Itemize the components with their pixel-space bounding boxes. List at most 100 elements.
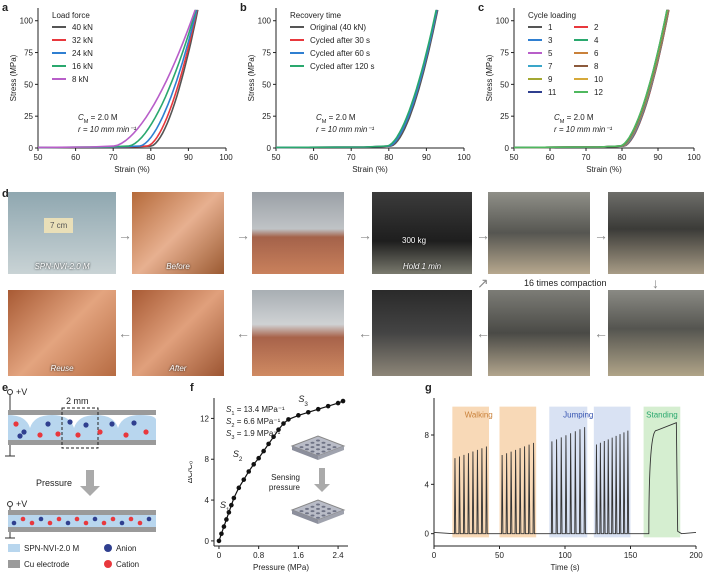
x-tick-label: 90	[422, 153, 431, 162]
legend-label: 4	[594, 36, 599, 45]
activity-band	[549, 406, 588, 538]
sequence-arrow: ↗	[477, 275, 489, 291]
plate-dot	[316, 439, 320, 442]
sensitivity-point	[296, 413, 301, 418]
plate-side	[292, 446, 318, 460]
y-tick-label: 0	[29, 144, 34, 153]
legend-label: 24 kN	[72, 49, 93, 58]
sensitivity-point	[224, 517, 229, 522]
legend-material-label: SPN-NVI-2.0 M	[24, 544, 79, 553]
series-line-Original-(40-kN)	[275, 9, 439, 149]
sensitivity-point	[221, 524, 227, 529]
x-tick-label: 70	[347, 153, 356, 162]
anion-dot	[83, 422, 89, 428]
x-tick-label: 50	[510, 153, 519, 162]
activity-label: Jumping	[563, 411, 593, 420]
legend-label: 10	[594, 75, 603, 84]
x-axis-label: Pressure (MPa)	[253, 563, 309, 572]
gap-marker	[61, 407, 99, 449]
compaction-photo: Reuse	[8, 290, 116, 376]
legend-electrode-swatch	[8, 560, 20, 568]
series-line-40-kN	[37, 9, 199, 149]
y-tick-label: 0	[505, 144, 510, 153]
legend-label: Cycled after 120 s	[310, 62, 374, 71]
legend-anion-dot	[104, 544, 112, 552]
sensitivity-point	[229, 502, 234, 508]
x-tick-label: 50	[495, 551, 504, 560]
x-tick-label: 60	[71, 153, 80, 162]
series-line-Cycled-after-60-s	[275, 9, 438, 149]
plate-dot	[310, 510, 315, 513]
x-axis-label: Time (s)	[550, 563, 579, 572]
anion-dot	[119, 520, 125, 526]
plate-dot	[316, 448, 320, 451]
y-axis-label: ΔC/C₀	[188, 461, 194, 483]
inset-caption-1: Sensing	[271, 473, 300, 482]
panel-d-letter: d	[2, 188, 9, 200]
y-tick-label: 25	[24, 112, 33, 121]
inset-plate-after	[290, 499, 346, 524]
y-axis-label: Stress (MPa)	[9, 54, 18, 101]
x-tick-label: 0	[432, 551, 437, 560]
voltage-label-2: +V	[16, 499, 27, 509]
sensitivity-point	[325, 403, 331, 409]
panel-e-letter: e	[2, 382, 9, 394]
cation-dot	[13, 421, 19, 427]
voltage-label: +V	[16, 387, 27, 397]
plate-dot	[332, 446, 337, 449]
x-axis-label: Strain (%)	[114, 165, 150, 174]
legend-label: 8 kN	[72, 75, 89, 84]
legend-label: 40 kN	[72, 23, 93, 32]
x-tick-label: 0.8	[253, 551, 265, 560]
sensitivity-point	[256, 455, 261, 461]
photo-overlay-label: 7 cm	[44, 218, 74, 233]
anion-dot	[146, 516, 152, 522]
legend-anion-label: Anion	[116, 544, 136, 553]
plate-dot	[327, 443, 331, 446]
x-tick-label: 100	[558, 551, 572, 560]
cation-dot	[56, 516, 62, 522]
sequence-arrow: →	[236, 227, 250, 243]
bottom-electrode-2	[8, 527, 156, 532]
x-tick-label: 90	[654, 153, 663, 162]
compaction-photo-sequence: 7 cm SPN-NVI-2.0 M Before 300 kg Hold 1 min R…	[0, 190, 707, 380]
anion-dot	[65, 520, 71, 526]
series-line-Cycled-after-120-s	[275, 9, 437, 149]
cation-dot	[75, 432, 81, 438]
voltage-terminal-2	[7, 501, 13, 507]
photo-caption: After	[169, 364, 187, 373]
inset-pressure-arrow	[314, 468, 330, 492]
photo-caption: Hold 1 min	[402, 262, 442, 271]
plate-side	[318, 446, 344, 460]
photo-overlay-label: 300 kg	[402, 236, 427, 245]
legend-label: 16 kN	[72, 62, 93, 71]
sensitivity-point	[271, 434, 276, 440]
anion-dot	[131, 420, 137, 426]
y-tick-label: 75	[24, 49, 33, 58]
plate-dot	[321, 505, 326, 508]
legend-label: 8	[594, 62, 599, 71]
y-tick-label: 100	[20, 17, 34, 26]
plate-dot	[327, 448, 331, 451]
region-label-s1: S1	[220, 500, 230, 514]
pressure-label: Pressure	[36, 478, 72, 488]
anion-dot	[11, 520, 17, 526]
y-tick-label: 50	[500, 80, 509, 89]
x-tick-label: 50	[272, 153, 281, 162]
compaction-photo	[372, 290, 472, 376]
y-tick-label: 0	[267, 144, 272, 153]
plate-dot	[310, 514, 315, 517]
plate-dot	[321, 446, 326, 449]
compaction-photo	[608, 290, 704, 376]
x-tick-label: 150	[624, 551, 638, 560]
plate-dot	[316, 512, 320, 515]
sensitivity-point	[286, 417, 291, 422]
legend-label: 3	[548, 36, 553, 45]
plate-dot	[310, 450, 315, 453]
cation-dot	[123, 432, 129, 438]
x-tick-label: 60	[309, 153, 318, 162]
plate-dot	[310, 441, 315, 444]
legend-label: 11	[548, 88, 557, 97]
concentration-annotation: CM = 2.0 M	[78, 113, 118, 125]
